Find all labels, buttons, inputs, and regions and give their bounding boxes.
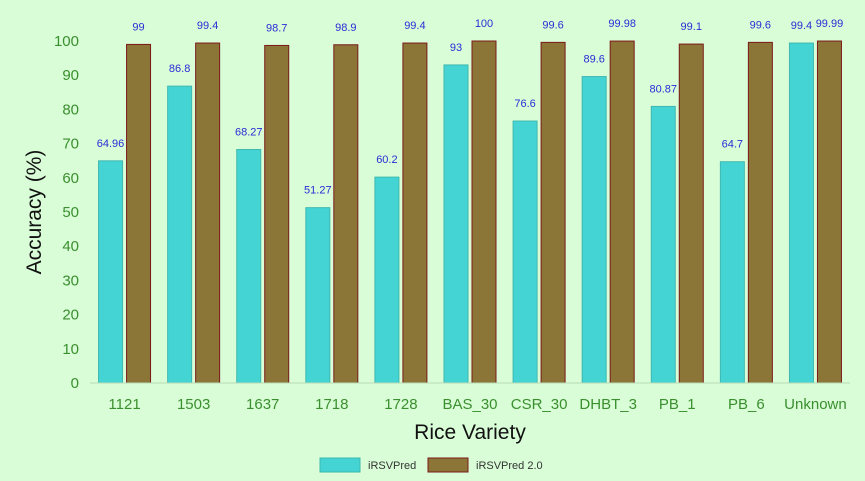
y-tick-label: 20 xyxy=(62,307,79,324)
bar-irsvpred xyxy=(719,161,745,384)
y-tick-label: 80 xyxy=(62,101,79,118)
legend-label: iRSVPred 2.0 xyxy=(476,460,543,472)
x-tick-label: PB_1 xyxy=(659,396,696,413)
data-label: 64.7 xyxy=(722,139,743,151)
data-label: 99.98 xyxy=(608,18,636,30)
y-tick-label: 0 xyxy=(71,375,79,392)
x-tick-label: 1718 xyxy=(315,396,348,413)
x-tick-label: BAS_30 xyxy=(442,396,497,413)
bars xyxy=(98,40,842,384)
legend-swatch xyxy=(427,457,469,473)
bar-irsvpred xyxy=(512,120,538,384)
data-label: 80.87 xyxy=(650,83,678,95)
bar-irsvpred-2 xyxy=(678,43,704,384)
bar-irsvpred-2 xyxy=(402,42,428,384)
data-label: 98.7 xyxy=(266,22,287,34)
bar-irsvpred-2 xyxy=(195,42,221,384)
data-label: 98.9 xyxy=(335,22,356,34)
x-axis-title: Rice Variety xyxy=(414,421,526,444)
bar-irsvpred xyxy=(581,76,607,384)
data-label: 51.27 xyxy=(304,185,332,197)
bar-irsvpred-2 xyxy=(540,41,566,384)
bar-irsvpred-2 xyxy=(609,40,635,384)
y-tick-label: 10 xyxy=(62,341,79,358)
x-tick-label: 1728 xyxy=(384,396,417,413)
y-axis-ticks: 0 10 20 30 40 50 60 70 80 90 100 xyxy=(54,33,79,392)
bar-irsvpred xyxy=(788,42,814,384)
y-tick-label: 40 xyxy=(62,238,79,255)
data-label: 99.4 xyxy=(404,20,425,32)
data-label: 86.8 xyxy=(169,63,190,75)
data-labels: 64.96 86.8 68.27 51.27 60.2 93 76.6 89.6 80.87 64… xyxy=(97,18,843,197)
y-axis-title: Accuracy (%) xyxy=(23,150,46,275)
y-tick-label: 90 xyxy=(62,67,79,84)
data-label: 99.4 xyxy=(197,20,218,32)
data-label: 99 xyxy=(132,21,144,33)
data-label: 99.4 xyxy=(791,20,812,32)
bar-irsvpred xyxy=(305,207,331,384)
bar-irsvpred-2 xyxy=(333,44,359,384)
x-tick-label: PB_6 xyxy=(728,396,765,413)
x-axis-ticks: 1121 1503 1637 1718 1728 BAS_30 CSR_30 DHBT_3 PB… xyxy=(108,396,846,413)
legend: iRSVPred iRSVPred 2.0 xyxy=(319,457,543,473)
y-tick-label: 50 xyxy=(62,204,79,221)
legend-swatch xyxy=(319,457,361,473)
data-label: 68.27 xyxy=(235,127,263,139)
y-tick-label: 70 xyxy=(62,136,79,153)
bar-irsvpred-2 xyxy=(126,43,152,384)
data-label: 99.99 xyxy=(816,18,844,30)
legend-label: iRSVPred xyxy=(368,460,416,472)
bar-irsvpred-2 xyxy=(471,40,497,384)
x-tick-label: DHBT_3 xyxy=(579,396,637,413)
bar-irsvpred xyxy=(167,85,193,384)
y-tick-label: 60 xyxy=(62,170,79,187)
bar-irsvpred-2 xyxy=(816,40,842,384)
data-label: 99.6 xyxy=(542,19,563,31)
x-tick-label: 1121 xyxy=(108,396,140,413)
bar-irsvpred xyxy=(374,176,400,384)
bar-irsvpred xyxy=(443,64,469,384)
data-label: 99.6 xyxy=(750,19,771,31)
data-label: 60.2 xyxy=(376,154,397,166)
y-tick-label: 100 xyxy=(54,33,79,50)
x-tick-label: 1503 xyxy=(177,396,210,413)
bar-irsvpred xyxy=(98,160,124,384)
bar-irsvpred xyxy=(236,149,262,384)
x-tick-label: CSR_30 xyxy=(511,396,568,413)
data-label: 99.1 xyxy=(681,21,702,33)
data-label: 76.6 xyxy=(514,98,535,110)
data-label: 100 xyxy=(475,18,493,30)
x-tick-label: Unknown xyxy=(784,396,847,413)
bar-irsvpred-2 xyxy=(264,44,290,384)
data-label: 89.6 xyxy=(583,54,604,66)
bar-irsvpred-2 xyxy=(747,41,773,384)
bar-irsvpred xyxy=(650,105,676,384)
y-tick-label: 30 xyxy=(62,272,79,289)
x-tick-label: 1637 xyxy=(246,396,279,413)
data-label: 64.96 xyxy=(97,138,125,150)
data-label: 93 xyxy=(450,42,462,54)
